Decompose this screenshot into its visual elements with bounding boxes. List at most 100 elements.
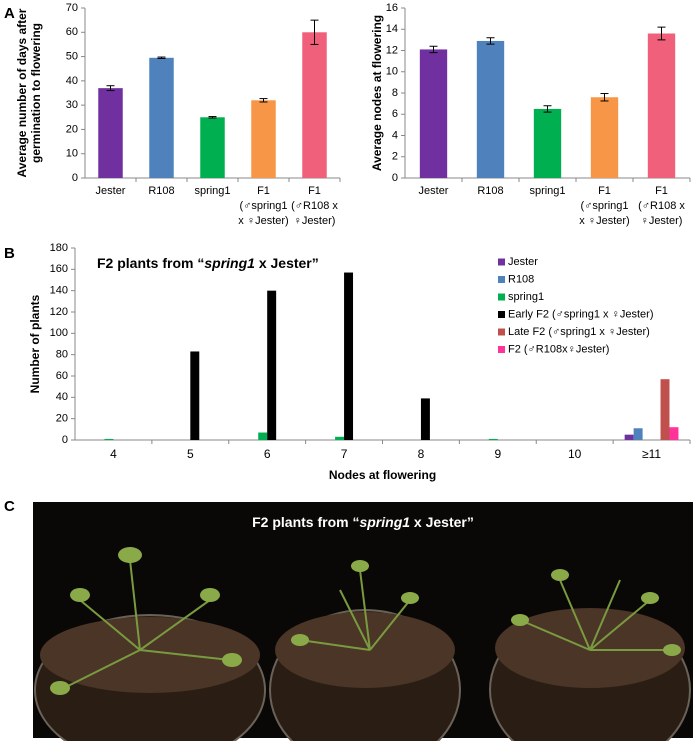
error-bar xyxy=(208,116,217,119)
x-tick-label: Jester xyxy=(419,185,449,197)
x-tick-label: R108 xyxy=(148,185,174,197)
x-tick-label: 7 xyxy=(341,447,348,461)
panel-label: B xyxy=(4,245,15,262)
error-bar xyxy=(106,85,115,92)
y-tick-label: 0 xyxy=(62,434,68,446)
y-tick-label: 80 xyxy=(56,349,68,361)
error-bar xyxy=(157,56,166,60)
title-part: F2 plants from “ xyxy=(97,255,204,271)
y-tick-label: 140 xyxy=(50,285,68,297)
x-tick-label: 6 xyxy=(264,447,271,461)
error-bar xyxy=(429,45,438,54)
bar xyxy=(647,33,676,178)
legend-swatch xyxy=(498,328,505,336)
legend-label: spring1 xyxy=(508,291,544,303)
legend-swatch xyxy=(498,276,505,283)
x-tick-label: 9 xyxy=(494,447,501,461)
x-tick-label: (♂R108 x xyxy=(638,200,685,212)
bar xyxy=(98,88,123,178)
x-tick-label: x ♀Jester) xyxy=(579,215,629,227)
y-tick-label: 120 xyxy=(50,306,68,318)
x-tick-label: 10 xyxy=(568,447,582,461)
y-tick-label: 160 xyxy=(50,263,68,275)
bar xyxy=(267,290,277,440)
x-tick-label: ≥11 xyxy=(642,447,661,461)
legend-label: Early F2 (♂spring1 x ♀Jester) xyxy=(508,308,653,320)
x-tick-label: 8 xyxy=(418,447,425,461)
y-tick-label: 10 xyxy=(386,66,398,78)
error-bar xyxy=(259,98,268,103)
y-tick-label: 0 xyxy=(392,172,398,184)
x-tick-label: 5 xyxy=(187,447,194,461)
bar xyxy=(488,438,498,440)
legend-label: R108 xyxy=(508,273,534,285)
x-tick-label: (♂spring1 xyxy=(581,200,629,212)
error-bar xyxy=(486,37,495,45)
panel-label: C xyxy=(4,498,15,515)
y-tick-label: 0 xyxy=(72,172,78,184)
y-tick-label: 70 xyxy=(66,2,78,14)
y-tick-label: 50 xyxy=(66,50,78,62)
y-tick-label: 12 xyxy=(386,44,398,56)
y-tick-label: 4 xyxy=(392,129,398,141)
bar xyxy=(104,438,114,440)
title-part: spring1 xyxy=(359,514,410,530)
legend-label: Late F2 (♂spring1 x ♀Jester) xyxy=(508,326,650,338)
x-tick-label: 4 xyxy=(110,447,117,461)
legend-swatch xyxy=(498,258,505,266)
x-tick-label: F1 xyxy=(257,185,270,197)
error-bar xyxy=(657,26,666,41)
bar xyxy=(200,117,225,178)
bar xyxy=(419,49,448,178)
bar xyxy=(190,351,200,440)
error-bar xyxy=(600,93,609,102)
x-tick-label: ♀Jester) xyxy=(294,215,336,227)
x-tick-label: ♀Jester) xyxy=(641,215,683,227)
bar xyxy=(660,379,670,440)
chart-title: F2 plants from “spring1 x Jester” xyxy=(97,255,319,271)
bar xyxy=(624,434,634,440)
y-tick-label: 8 xyxy=(392,87,398,99)
x-tick-label: R108 xyxy=(477,185,503,197)
bar xyxy=(476,40,505,178)
x-tick-label: F1 xyxy=(598,185,611,197)
bar xyxy=(344,272,354,440)
error-bar xyxy=(310,19,319,45)
legend-label: F2 (♂R108x♀Jester) xyxy=(508,343,609,355)
error-bar xyxy=(543,105,552,113)
y-tick-label: 6 xyxy=(392,108,398,120)
x-axis-label: Nodes at flowering xyxy=(329,468,436,482)
bar xyxy=(590,97,619,178)
y-tick-label: 30 xyxy=(66,99,78,111)
legend-swatch xyxy=(498,293,505,301)
photo: F2 plants from “spring1 x Jester” xyxy=(33,502,693,746)
x-tick-label: spring1 xyxy=(529,185,565,197)
y-axis-label: germination to flowering xyxy=(29,23,43,163)
y-tick-label: 20 xyxy=(66,123,78,135)
title-part: spring1 xyxy=(204,255,255,271)
y-axis-label: Average number of days after xyxy=(15,8,29,177)
bar xyxy=(533,108,562,178)
y-tick-label: 60 xyxy=(56,370,68,382)
y-axis-label: Average nodes at flowering xyxy=(370,15,384,171)
x-tick-label: Jester xyxy=(96,185,126,197)
bar xyxy=(420,398,430,440)
x-tick-label: F1 xyxy=(655,185,668,197)
x-tick-label: (♂spring1 xyxy=(240,200,288,212)
y-axis-label: Number of plants xyxy=(28,294,42,393)
legend-swatch xyxy=(498,311,505,318)
y-tick-label: 60 xyxy=(66,26,78,38)
y-tick-label: 20 xyxy=(56,413,68,425)
y-tick-label: 40 xyxy=(56,391,68,403)
legend-swatch xyxy=(498,346,505,353)
bar xyxy=(149,57,174,178)
x-tick-label: F1 xyxy=(308,185,321,197)
bar xyxy=(335,436,345,440)
x-tick-label: spring1 xyxy=(194,185,230,197)
legend-label: Jester xyxy=(508,256,538,268)
y-tick-label: 10 xyxy=(66,148,78,160)
y-tick-label: 14 xyxy=(386,23,398,35)
bar xyxy=(258,432,268,440)
x-tick-label: x ♀Jester) xyxy=(238,215,288,227)
